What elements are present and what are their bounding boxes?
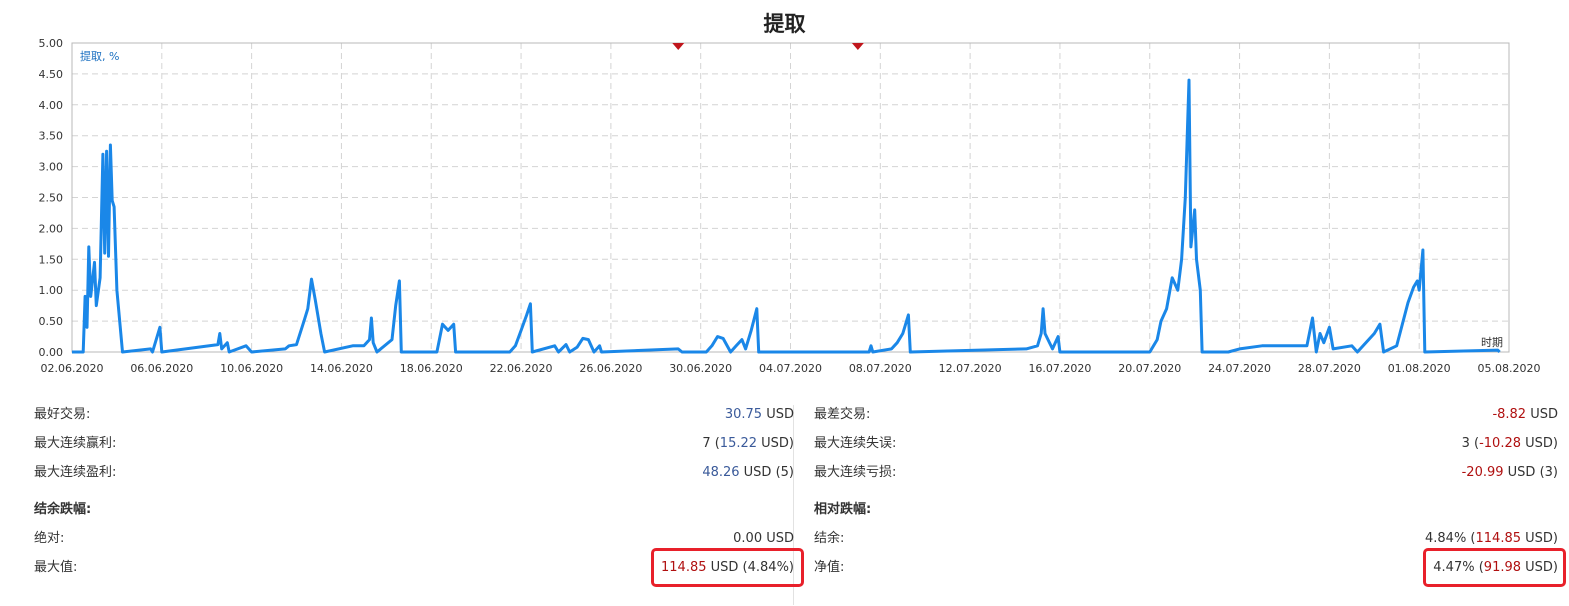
y-tick-label: 2.50 [39,192,64,205]
stat-value: 48.26 USD (5) [702,458,794,487]
right-stat-row: 最大连续亏损: -20.99 USD (3) [814,458,1558,487]
left-stat-row: 最大连续盈利: 48.26 USD (5) [34,458,794,487]
y-tick-label: 2.00 [39,222,64,235]
y-tick-label: 4.00 [39,99,64,112]
x-tick-label: 02.06.2020 [41,362,104,375]
stat-value-part: 48.26 [702,465,740,480]
left-stat-row: 最大值: 114.85 USD (4.84%) [34,553,794,582]
x-tick-label: 26.06.2020 [579,362,642,375]
stat-label: 净值: [814,560,845,575]
stat-label: 最大值: [34,560,78,575]
stat-value: 4.84% (114.85 USD) [1425,524,1558,553]
x-tick-label: 12.07.2020 [939,362,1002,375]
stat-value-part: USD) [1521,436,1558,451]
y-tick-label: 1.50 [39,253,64,266]
x-tick-label: 05.08.2020 [1478,362,1541,375]
stat-value-part: 0.00 USD [733,531,794,546]
x-tick-label: 08.07.2020 [849,362,912,375]
stat-value-part: USD [1526,407,1558,422]
chart-title: 提取 [763,12,806,36]
x-axis-label: 时期 [1481,336,1503,349]
y-tick-label: 3.00 [39,161,64,174]
x-tick-label: 24.07.2020 [1208,362,1271,375]
highlight-box [1423,548,1566,587]
x-tick-label: 22.06.2020 [490,362,553,375]
stat-label: 绝对: [34,531,65,546]
x-tick-label: 14.06.2020 [310,362,373,375]
left-stat-row: 结余跌幅: [34,495,794,524]
stat-label: 相对跌幅: [814,502,872,517]
x-tick-label: 16.07.2020 [1028,362,1091,375]
stat-value: 4.47% (91.98 USD) [1433,553,1558,582]
stat-label: 最差交易: [814,407,871,422]
left-stat-row: 绝对: 0.00 USD [34,524,794,553]
y-tick-label: 4.50 [39,68,64,81]
stat-value: 114.85 USD (4.84%) [661,553,794,582]
stat-value-part: 7 ( [702,436,720,451]
stat-value: -20.99 USD (3) [1462,458,1558,487]
stat-value-part: 30.75 [724,407,763,422]
stat-value: -8.82 USD [1492,400,1558,429]
stat-value-part: 3 ( [1461,436,1480,451]
y-tick-label: 5.00 [39,37,64,50]
right-stat-row: 相对跌幅: [814,495,1558,524]
stat-value-part: 4.84% ( [1425,531,1476,546]
event-marker [851,43,864,50]
stat-value: 30.75 USD [725,400,794,429]
stat-value-part: USD) [757,436,794,451]
stats-divider [793,405,794,605]
right-stat-row: 净值: 4.47% (91.98 USD) [814,553,1558,582]
stat-value-part: USD) [1521,531,1558,546]
y-tick-label: 0.00 [39,346,64,359]
stat-value-part: USD (3) [1503,465,1558,480]
stats-right-panel: 最差交易: -8.82 USD 最大连续失误: 3 (-10.28 USD) 最大连续亏… [814,400,1558,582]
left-stat-row: 最好交易: 30.75 USD [34,400,794,429]
stat-value-part: -10.28 [1479,436,1522,451]
drawdown-chart: 0.00 0.50 1.00 1.50 2.00 2.50 3.00 3.50 4.00 4.50… [39,37,1541,375]
stat-label: 最大连续亏损: [814,465,897,480]
y-axis-label: 提取, % [80,50,119,63]
stat-value-part: 91.98 [1483,560,1522,575]
y-tick-label: 3.50 [39,130,64,143]
stat-value: 3 (-10.28 USD) [1462,429,1558,458]
stat-label: 最大连续赢利: [34,436,117,451]
stat-value-part: -8.82 [1492,407,1527,422]
stat-value-part: USD) [1521,560,1558,575]
highlight-box [651,548,804,587]
stat-value-part: USD [762,407,794,422]
stat-value: 0.00 USD [733,524,794,553]
x-tick-label: 06.06.2020 [130,362,193,375]
stat-label: 结余跌幅: [34,502,92,517]
x-tick-label: 10.06.2020 [220,362,283,375]
stat-label: 最大连续盈利: [34,465,117,480]
right-stat-row: 结余: 4.84% (114.85 USD) [814,524,1558,553]
right-stat-row: 最大连续失误: 3 (-10.28 USD) [814,429,1558,458]
stat-value-part: USD (4.84%) [706,560,794,575]
y-tick-label: 0.50 [39,315,64,328]
x-tick-label: 01.08.2020 [1388,362,1451,375]
stat-label: 最大连续失误: [814,436,897,451]
x-tick-label: 18.06.2020 [400,362,463,375]
stat-value-part: 15.22 [719,436,758,451]
stat-value-part: USD (5) [739,465,794,480]
x-tick-label: 04.07.2020 [759,362,822,375]
stat-label: 结余: [814,531,845,546]
stat-value-part: -20.99 [1461,465,1504,480]
right-stat-row: 最差交易: -8.82 USD [814,400,1558,429]
drawdown-series-line [72,78,1501,354]
event-marker [672,43,685,50]
x-tick-label: 20.07.2020 [1118,362,1181,375]
stat-value: 7 (15.22 USD) [702,429,794,458]
stats-left-panel: 最好交易: 30.75 USD 最大连续赢利: 7 (15.22 USD) 最大连续盈利… [34,400,794,582]
y-tick-label: 1.00 [39,284,64,297]
x-tick-label: 28.07.2020 [1298,362,1361,375]
stat-label: 最好交易: [34,407,91,422]
left-stat-row: 最大连续赢利: 7 (15.22 USD) [34,429,794,458]
stat-value-part: 4.47% ( [1433,560,1484,575]
stat-value-part: 114.85 [1475,531,1522,546]
stat-value-part: 114.85 [661,560,707,575]
x-tick-label: 30.06.2020 [669,362,732,375]
